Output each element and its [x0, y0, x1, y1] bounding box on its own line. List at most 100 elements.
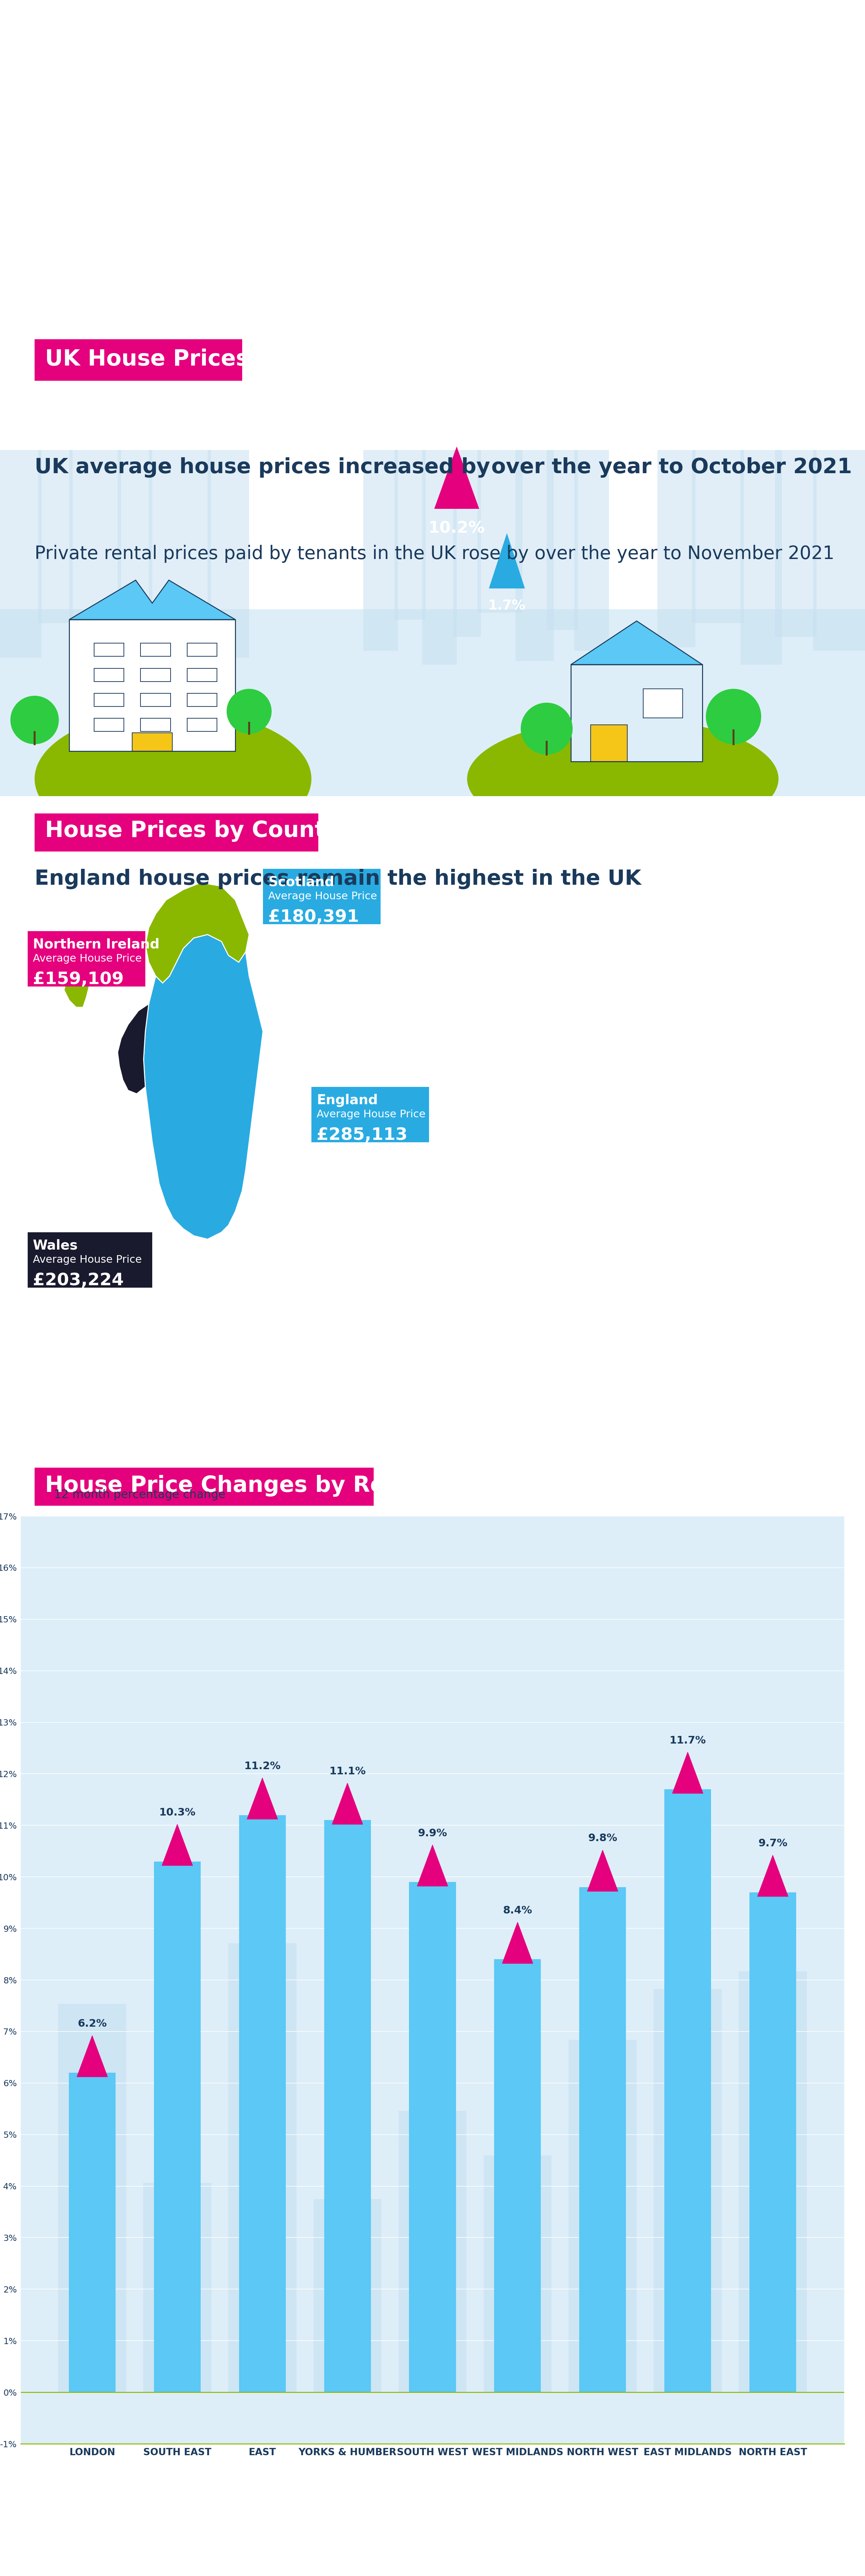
Bar	[263, 868, 381, 925]
Polygon shape	[758, 1855, 788, 1896]
Text: Release Date: December 2021: Release Date: December 2021	[619, 31, 848, 44]
Bar	[141, 693, 170, 706]
Bar	[739, 2063, 807, 2393]
Polygon shape	[587, 1850, 618, 1891]
Bar	[94, 719, 124, 732]
Polygon shape	[672, 1752, 703, 1793]
Polygon shape	[77, 2035, 107, 2076]
Text: https://www.ons.gov.uk/economy/inflationandpriceindices/bulletins/indexofprivate: https://www.ons.gov.uk/economy/inflation…	[28, 2509, 649, 2519]
Text: 8.4%: 8.4%	[503, 1906, 532, 1917]
Text: 1.7%: 1.7%	[488, 600, 526, 613]
Text: UK average house prices increased by: UK average house prices increased by	[35, 456, 490, 477]
Polygon shape	[69, 580, 235, 621]
Bar	[664, 1790, 711, 2393]
Circle shape	[10, 696, 59, 744]
Text: House Price Changes by Region: House Price Changes by Region	[45, 1473, 439, 1497]
Bar	[0, 608, 865, 796]
Bar	[775, 451, 817, 636]
Text: House Buy Fast: House Buy Fast	[61, 28, 203, 44]
Bar	[311, 1087, 429, 1141]
Polygon shape	[489, 533, 525, 587]
Text: Northern Ireland: Northern Ireland	[33, 938, 159, 951]
Bar	[654, 2120, 721, 2393]
Text: £203,224: £203,224	[33, 1273, 124, 1288]
Polygon shape	[118, 1005, 149, 1095]
Text: £285,113: £285,113	[317, 1126, 407, 1144]
Text: housebuyfast.co.uk: housebuyfast.co.uk	[657, 2506, 779, 2519]
Text: Average House Price: Average House Price	[33, 953, 142, 963]
Bar	[228, 2128, 297, 2393]
Bar	[239, 1816, 285, 2393]
Bar	[692, 451, 744, 623]
Bar	[477, 451, 522, 613]
Text: https://www.ons.gov.uk/economy/inflationandpriceindices/bulletins/housepriceinde: https://www.ons.gov.uk/economy/inflation…	[28, 2481, 541, 2491]
Bar	[208, 451, 249, 657]
Text: £180,391: £180,391	[268, 909, 359, 925]
Bar	[141, 719, 170, 732]
Bar	[94, 693, 124, 706]
Text: House Prices in England: House Prices in England	[35, 155, 623, 198]
Text: 11.2%: 11.2%	[244, 1762, 280, 1772]
Bar	[132, 732, 172, 752]
Polygon shape	[145, 884, 249, 984]
Bar	[141, 667, 170, 683]
Text: England: England	[317, 1095, 378, 1108]
Bar	[571, 665, 702, 762]
Text: October 2021: October 2021	[35, 224, 259, 258]
Text: over the year to November 2021: over the year to November 2021	[535, 546, 835, 562]
Text: Wales: Wales	[33, 1239, 78, 1252]
Text: Average House Price: Average House Price	[33, 1255, 142, 1265]
Text: 9.8%: 9.8%	[588, 1834, 618, 1844]
Bar	[144, 2130, 211, 2393]
Text: Average House Price: Average House Price	[268, 891, 377, 902]
Bar	[35, 814, 318, 853]
Bar	[58, 1958, 126, 2393]
Text: 6.2%: 6.2%	[78, 2020, 107, 2030]
Polygon shape	[247, 1777, 278, 1819]
Bar	[568, 2105, 637, 2393]
Text: House Buy Fast: House Buy Fast	[692, 2470, 835, 2486]
Bar	[28, 1231, 152, 1288]
Polygon shape	[434, 446, 479, 510]
Text: Scotland: Scotland	[268, 876, 334, 889]
Bar	[547, 451, 578, 631]
Bar	[187, 719, 217, 732]
Text: 10.3%: 10.3%	[159, 1808, 195, 1819]
Text: 11.1%: 11.1%	[329, 1767, 366, 1777]
Bar	[149, 451, 211, 623]
Bar	[94, 644, 124, 657]
Bar	[324, 1821, 371, 2393]
Bar	[38, 451, 73, 623]
Bar	[35, 1468, 374, 1507]
Polygon shape	[417, 1844, 448, 1886]
Bar	[494, 1960, 541, 2393]
Bar	[118, 451, 152, 641]
Text: 9.7%: 9.7%	[758, 1839, 787, 1850]
Bar	[187, 693, 217, 706]
Bar	[35, 340, 242, 381]
Text: Private rental prices paid by tenants in the UK rose by: Private rental prices paid by tenants in…	[35, 546, 529, 562]
Text: Largest property buyer in UK: Largest property buyer in UK	[657, 2524, 863, 2535]
Polygon shape	[332, 1783, 362, 1824]
Bar	[141, 644, 170, 657]
Polygon shape	[571, 621, 702, 665]
Text: 11.7%: 11.7%	[670, 1736, 706, 1747]
Polygon shape	[80, 940, 104, 963]
Bar	[740, 451, 782, 665]
Bar	[40, 21, 44, 31]
Bar	[69, 451, 121, 665]
Bar	[657, 451, 695, 647]
Polygon shape	[503, 1922, 533, 1963]
Text: UK House Prices: UK House Prices	[45, 348, 249, 371]
Bar	[187, 667, 217, 683]
Bar	[813, 451, 865, 652]
Text: House Prices by Country: House Prices by Country	[45, 819, 350, 842]
Text: 12 month percentage change: 12 month percentage change	[54, 1489, 226, 1502]
Text: over the year to October 2021: over the year to October 2021	[491, 456, 852, 477]
Bar	[363, 451, 398, 652]
Circle shape	[227, 688, 272, 734]
Bar	[422, 451, 457, 665]
Bar	[187, 644, 217, 657]
Text: Source:: Source:	[28, 2463, 102, 2478]
Ellipse shape	[35, 708, 311, 848]
